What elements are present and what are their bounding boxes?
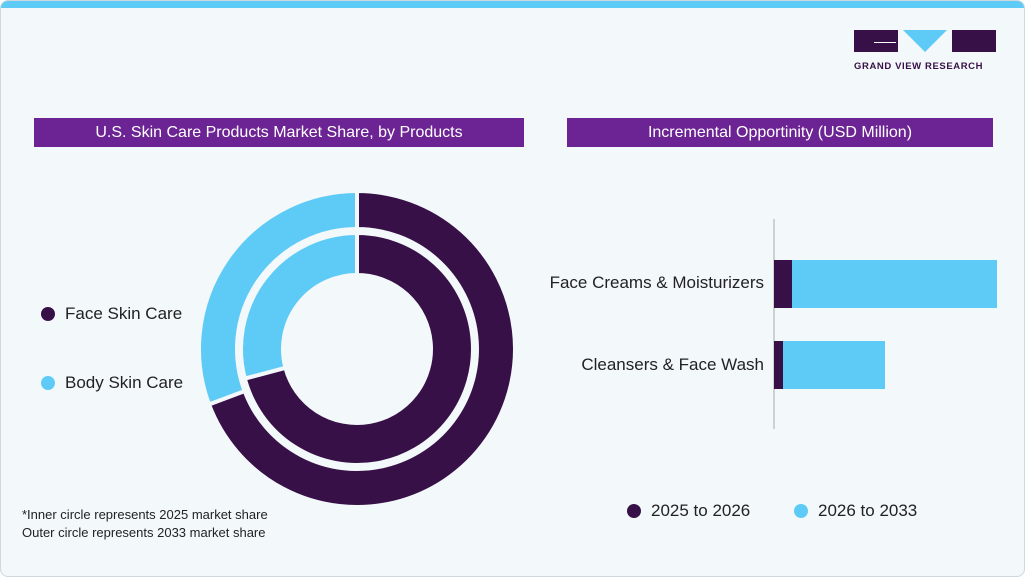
left-chart-header: U.S. Skin Care Products Market Share, by… <box>34 118 524 147</box>
brand-name: GRAND VIEW RESEARCH <box>854 61 984 72</box>
legend-swatch <box>627 504 641 518</box>
legend-swatch <box>794 504 808 518</box>
legend-body-skin-care: Body Skin Care <box>41 373 183 393</box>
legend-label: Face Skin Care <box>65 304 183 323</box>
legend-label: Body Skin Care <box>65 373 184 392</box>
legend-2025-2026: 2025 to 2026 <box>627 501 750 521</box>
legend-face-skin-care: Face Skin Care <box>41 304 182 324</box>
right-chart-header: Incremental Opportinity (USD Million) <box>567 118 993 147</box>
legend-swatch <box>41 307 55 321</box>
top-accent-bar <box>1 1 1024 8</box>
outer-ring-slice-body <box>197 188 359 407</box>
bar-label-face-creams: Face Creams & Moisturizers <box>549 273 764 292</box>
legend-2026-2033: 2026 to 2033 <box>794 501 917 521</box>
legend-swatch <box>41 376 55 390</box>
inner-ring-slice-face <box>242 230 475 467</box>
brand-logo: GRAND VIEW RESEARCH <box>854 30 996 72</box>
bar-1-series-0 <box>774 341 783 389</box>
note-outer: Outer circle represents 2033 market shar… <box>22 525 266 540</box>
bar-label-cleansers: Cleansers & Face Wash <box>581 355 764 374</box>
outer-ring-slice-face <box>206 188 517 509</box>
bar-1-series-1 <box>783 341 885 389</box>
note-inner: *Inner circle represents 2025 market sha… <box>22 507 268 522</box>
bar-0-series-0 <box>774 260 792 308</box>
legend-label: 2026 to 2033 <box>818 501 918 520</box>
bar-0-series-1 <box>792 260 997 308</box>
inner-ring-slice-body <box>239 230 359 381</box>
legend-label: 2025 to 2026 <box>651 501 751 520</box>
